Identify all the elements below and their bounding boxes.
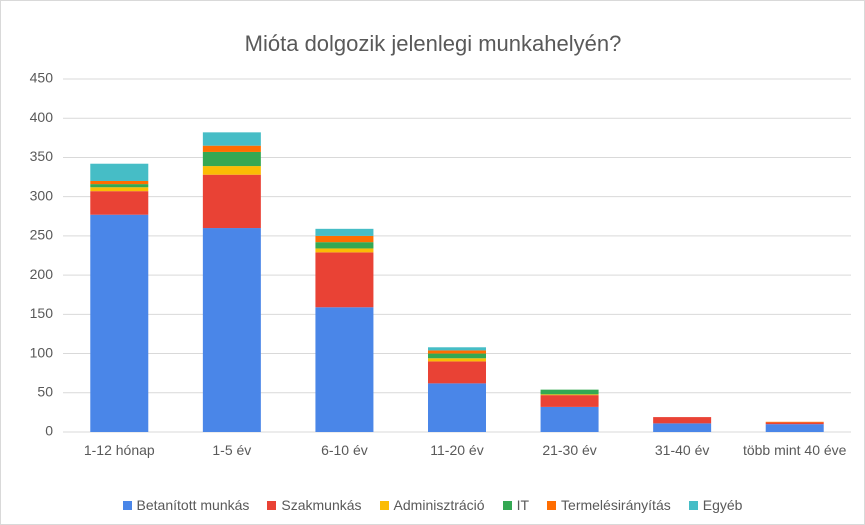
bar-segment bbox=[90, 187, 149, 192]
bar-segment bbox=[90, 191, 149, 215]
bar-segment bbox=[90, 163, 149, 181]
legend-item: Szakmunkás bbox=[267, 497, 362, 513]
legend-swatch bbox=[267, 500, 277, 510]
y-tick-label: 200 bbox=[30, 266, 54, 282]
x-tick-label: 1-5 év bbox=[212, 442, 252, 458]
bar-segment bbox=[315, 235, 374, 243]
bar-segment bbox=[428, 347, 486, 351]
legend-item: IT bbox=[502, 497, 530, 513]
bar-segment bbox=[202, 166, 261, 175]
bar-segment bbox=[765, 424, 824, 432]
bar-segment bbox=[202, 228, 261, 432]
bar-segment bbox=[428, 353, 486, 359]
legend-label: Szakmunkás bbox=[281, 497, 362, 513]
chart-title: Mióta dolgozik jelenlegi munkahelyén? bbox=[245, 31, 622, 56]
legend-swatch bbox=[502, 500, 512, 510]
bar-segment bbox=[765, 422, 824, 425]
bar-segment bbox=[315, 248, 374, 253]
x-tick-label: 6-10 év bbox=[321, 442, 368, 458]
legend-label: Adminisztráció bbox=[393, 497, 485, 513]
bar-segment bbox=[90, 184, 149, 188]
legend-item: Termelésirányítás bbox=[547, 497, 671, 513]
y-tick-label: 400 bbox=[30, 109, 54, 125]
y-tick-label: 300 bbox=[30, 187, 54, 203]
bar-segment bbox=[653, 417, 712, 424]
bar-segment bbox=[428, 361, 486, 384]
legend-swatch bbox=[688, 500, 698, 510]
y-tick-label: 100 bbox=[30, 344, 54, 360]
bar-segment bbox=[540, 395, 599, 407]
legend: Betanított munkás Szakmunkás Adminisztráci… bbox=[1, 497, 864, 513]
bar-segment bbox=[202, 174, 261, 229]
legend-label: Termelésirányítás bbox=[561, 497, 671, 513]
x-tick-label: 21-30 év bbox=[542, 442, 597, 458]
legend-label: Egyéb bbox=[702, 497, 743, 513]
y-tick-label: 250 bbox=[30, 227, 54, 243]
x-tick-label: 1-12 hónap bbox=[83, 442, 155, 458]
legend-item: Egyéb bbox=[688, 497, 743, 513]
x-tick-label: több mint 40 éve bbox=[742, 442, 847, 458]
y-tick-label: 450 bbox=[30, 70, 54, 86]
bar-segment bbox=[765, 421, 824, 423]
bar-segment bbox=[428, 350, 486, 354]
x-tick-label: 31-40 év bbox=[654, 442, 710, 458]
bar-segment bbox=[540, 394, 599, 396]
bar-segment bbox=[540, 406, 599, 432]
bar-segment bbox=[315, 307, 374, 432]
bar-segment bbox=[90, 214, 149, 432]
legend-swatch bbox=[122, 500, 132, 510]
y-tick-label: 0 bbox=[45, 423, 53, 439]
x-tick-label: 11-20 év bbox=[430, 442, 484, 458]
y-tick-label: 150 bbox=[30, 305, 54, 321]
bar-segment bbox=[315, 252, 374, 308]
legend-swatch bbox=[547, 500, 557, 510]
legend-item: Adminisztráció bbox=[379, 497, 485, 513]
bar-segment bbox=[202, 132, 261, 146]
bar-segment bbox=[653, 423, 712, 432]
legend-item: Betanított munkás bbox=[122, 497, 250, 513]
bar-segment bbox=[202, 151, 261, 167]
bar-segment bbox=[315, 228, 374, 236]
bar-segment bbox=[428, 358, 486, 362]
legend-swatch bbox=[379, 500, 389, 510]
legend-label: IT bbox=[516, 497, 530, 513]
bar-segment bbox=[202, 145, 261, 152]
y-tick-label: 350 bbox=[30, 148, 54, 164]
bar-segment bbox=[315, 242, 374, 249]
bar-segment bbox=[540, 389, 599, 395]
bar-segment bbox=[90, 180, 149, 185]
legend-label: Betanított munkás bbox=[136, 497, 250, 513]
bar-segment bbox=[428, 383, 486, 432]
y-tick-label: 50 bbox=[37, 383, 53, 399]
